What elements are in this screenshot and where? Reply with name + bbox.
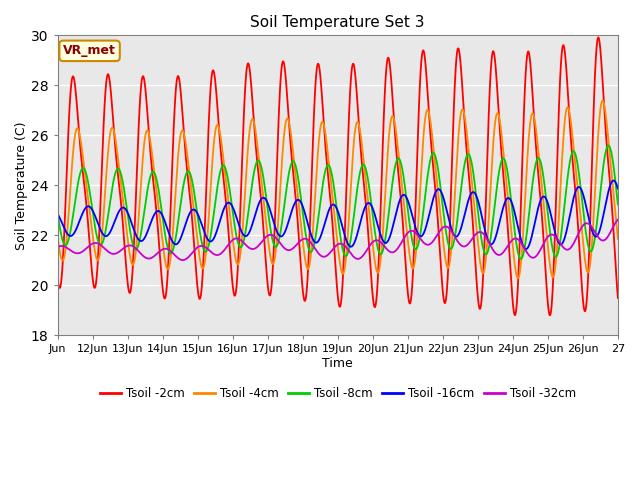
Tsoil -16cm <box>54 211 61 216</box>
Tsoil -4cm <box>459 107 467 112</box>
Tsoil -32cm <box>54 244 61 250</box>
Tsoil -16cm <box>410 217 417 223</box>
Tsoil -2cm <box>410 259 417 265</box>
Tsoil -8cm <box>529 182 536 188</box>
Tsoil -16cm <box>529 231 536 237</box>
Text: VR_met: VR_met <box>63 44 116 57</box>
Y-axis label: Soil Temperature (C): Soil Temperature (C) <box>15 121 28 250</box>
Tsoil -4cm <box>514 276 522 281</box>
Tsoil -16cm <box>614 186 621 192</box>
Tsoil -16cm <box>608 179 616 185</box>
Line: Tsoil -16cm: Tsoil -16cm <box>58 180 618 249</box>
Tsoil -8cm <box>605 143 612 148</box>
Tsoil -32cm <box>459 243 467 249</box>
Tsoil -2cm <box>595 35 602 40</box>
Tsoil -8cm <box>410 243 417 249</box>
Tsoil -4cm <box>410 265 417 271</box>
Tsoil -32cm <box>614 217 621 223</box>
Title: Soil Temperature Set 3: Soil Temperature Set 3 <box>250 15 425 30</box>
Tsoil -8cm <box>168 249 176 254</box>
Tsoil -32cm <box>495 252 502 258</box>
Tsoil -16cm <box>522 246 530 252</box>
Tsoil -2cm <box>529 86 536 92</box>
Tsoil -4cm <box>54 234 61 240</box>
Tsoil -2cm <box>54 276 61 281</box>
Line: Tsoil -2cm: Tsoil -2cm <box>58 37 618 315</box>
Tsoil -4cm <box>599 98 607 104</box>
Legend: Tsoil -2cm, Tsoil -4cm, Tsoil -8cm, Tsoil -16cm, Tsoil -32cm: Tsoil -2cm, Tsoil -4cm, Tsoil -8cm, Tsoi… <box>95 382 580 404</box>
Tsoil -2cm <box>614 295 621 301</box>
Tsoil -2cm <box>608 204 616 210</box>
Tsoil -2cm <box>495 108 502 114</box>
Tsoil -4cm <box>168 237 176 243</box>
Line: Tsoil -8cm: Tsoil -8cm <box>58 145 618 259</box>
Line: Tsoil -32cm: Tsoil -32cm <box>58 220 618 260</box>
Tsoil -4cm <box>614 236 621 242</box>
Tsoil -8cm <box>614 202 621 207</box>
X-axis label: Time: Time <box>323 357 353 370</box>
Tsoil -8cm <box>54 211 61 216</box>
Tsoil -4cm <box>608 174 616 180</box>
Tsoil -4cm <box>529 110 536 116</box>
Line: Tsoil -4cm: Tsoil -4cm <box>58 101 618 278</box>
Tsoil -2cm <box>546 312 554 318</box>
Tsoil -32cm <box>410 228 417 234</box>
Tsoil -2cm <box>168 160 176 166</box>
Tsoil -4cm <box>495 112 502 118</box>
Tsoil -8cm <box>459 172 467 178</box>
Tsoil -32cm <box>529 255 536 261</box>
Tsoil -32cm <box>168 250 176 255</box>
Tsoil -8cm <box>495 172 502 178</box>
Tsoil -8cm <box>608 153 616 158</box>
Tsoil -16cm <box>610 178 618 183</box>
Tsoil -16cm <box>459 219 467 225</box>
Tsoil -8cm <box>517 256 525 262</box>
Tsoil -16cm <box>495 223 502 229</box>
Tsoil -32cm <box>608 227 616 232</box>
Tsoil -2cm <box>459 93 467 99</box>
Tsoil -32cm <box>179 257 187 263</box>
Tsoil -16cm <box>168 239 176 244</box>
